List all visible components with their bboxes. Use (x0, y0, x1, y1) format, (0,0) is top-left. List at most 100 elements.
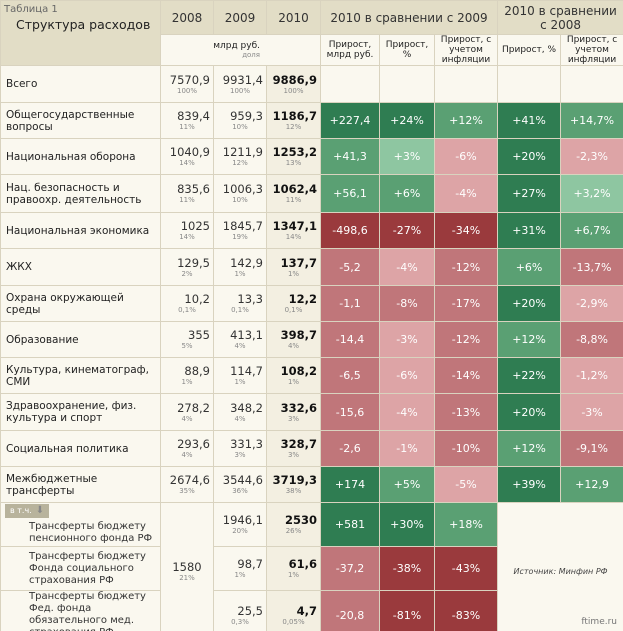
value-2008-number: 10,2 (184, 292, 210, 306)
value-2010: 1253,2 13% (266, 138, 321, 175)
share-2009: 0,1% (231, 306, 249, 314)
value-2009-number: 1845,7 (222, 219, 263, 233)
share-2010: 13% (285, 159, 302, 167)
value-2009-number: 1006,3 (222, 182, 263, 196)
change-cell (320, 65, 380, 103)
sub-row: в т.ч. ⬇ Трансферты бюджету пенсионного фо… (0, 502, 623, 631)
value-2009-number: 114,7 (230, 364, 263, 378)
change-cell: -5,2 (320, 248, 380, 286)
change-cell: -2,6 (320, 430, 380, 467)
compare-2009-header: 2010 в сравнении с 2009 (319, 0, 499, 35)
change-cell: +174 (320, 466, 380, 503)
table-row: Национальная экономика 1025 14% 1845,7 19% 13… (0, 212, 623, 249)
value-2010: 332,6 3% (266, 393, 321, 431)
value-2008: 10,2 0,1% (160, 285, 214, 322)
value-2008: 839,4 11% (160, 102, 214, 139)
share-2010: 14% (285, 233, 302, 241)
value-2009: 114,7 1% (213, 357, 267, 394)
row-label: Нац. безопасность и правоохр. деятельнос… (0, 174, 161, 213)
change-cell: -13,7% (560, 248, 623, 286)
value-2010-number: 12,2 (288, 292, 317, 306)
value-2010: 3719,3 38% (266, 466, 321, 503)
change-cell: -2,3% (560, 138, 623, 175)
change-cell: -17% (433, 285, 499, 322)
change-cell: -8% (379, 285, 435, 322)
share-2010: 0,1% (284, 306, 303, 314)
row-label: Здравоохранение, физ. культура и спорт (0, 393, 161, 431)
change-cell: +3% (379, 138, 435, 175)
share-2008: 1% (181, 378, 193, 386)
value-2009-number: 9931,4 (222, 72, 263, 87)
share-2008: 35% (179, 487, 195, 495)
value-2009-number: 331,3 (230, 437, 263, 451)
change-cell: +12% (433, 102, 499, 139)
value-2009: 348,2 4% (213, 393, 267, 431)
share-2010: 3% (287, 451, 300, 459)
change-cell: -6% (379, 357, 435, 394)
share-2008: 14% (179, 233, 195, 241)
value-2008-number: 1580 (172, 559, 202, 574)
change-cell: -27% (379, 212, 435, 249)
year-2008-header: 2008 (160, 0, 214, 35)
value-2010: 1186,7 12% (266, 102, 321, 139)
table-row: Здравоохранение, физ. культура и спорт 27… (0, 393, 623, 431)
share-2009: 0,3% (231, 617, 249, 626)
change-cell: -83% (433, 590, 499, 631)
share-2009: 4% (234, 414, 246, 423)
row-label: Социальная политика (0, 430, 161, 467)
value-2009-number: 25,5 (237, 603, 263, 618)
row-label: Всего (0, 65, 161, 103)
share-2009: 10% (232, 196, 248, 204)
change-cell: -6% (433, 138, 499, 175)
change-cell: -34% (433, 212, 499, 249)
value-2010-number: 328,7 (280, 437, 317, 451)
value-2010-number: 108,2 (280, 364, 317, 378)
value-2008-number: 129,5 (177, 255, 210, 270)
sub-row-label: Трансферты бюджету пенсионного фонда РФ (29, 521, 153, 544)
table-row: Образование 355 5% 413,1 4% 398,7 4% -14,4 -3% -1… (0, 321, 623, 358)
change-cell: +12% (497, 321, 562, 358)
share-2009: 10% (232, 123, 248, 131)
share-label: доля (242, 51, 260, 59)
table-row: Национальная оборона 1040,9 14% 1211,9 12% 12… (0, 138, 623, 175)
share-2010: 38% (285, 487, 302, 495)
change-cell: -4% (379, 393, 435, 431)
value-2009-number: 98,7 (237, 557, 263, 571)
value-2009: 959,3 10% (213, 102, 267, 139)
change-cell: -5% (433, 466, 499, 503)
change-cell: +22% (497, 357, 562, 394)
change-cell: +12,9 (560, 466, 623, 503)
change-cell (379, 65, 435, 103)
share-2008: 100% (176, 86, 197, 95)
row-label: Общегосударственные вопросы (0, 102, 161, 139)
value-2009-number: 142,9 (230, 255, 263, 270)
share-2008: 4% (181, 414, 193, 423)
change-cell: -2,9% (560, 285, 623, 322)
change-cell: +12% (497, 430, 562, 467)
change-cell (497, 65, 562, 103)
change-cell: +3,2% (560, 174, 623, 213)
share-2010: 1% (287, 269, 300, 278)
change-cell: -4% (433, 174, 499, 213)
share-2008: 5% (181, 342, 193, 350)
share-2008: 4% (181, 451, 193, 459)
value-2008: 1040,9 14% (160, 138, 214, 175)
value-2008-number: 278,2 (177, 400, 210, 415)
share-2009: 36% (232, 487, 248, 495)
share-2008: 2% (181, 269, 193, 278)
share-2010: 26% (285, 527, 302, 535)
share-2009: 20% (232, 527, 248, 535)
value-2010-number: 137,7 (280, 255, 317, 270)
value-2010: 137,7 1% (266, 248, 321, 286)
share-2009: 19% (232, 233, 248, 241)
change-cell: +6% (497, 248, 562, 286)
share-2008: 21% (179, 573, 195, 582)
value-2008-number: 835,6 (177, 182, 210, 196)
row-label: Межбюджетные трансферты (0, 466, 161, 503)
metric-header-pct-2009: Прирост, % (379, 34, 435, 66)
share-2009: 1% (234, 378, 246, 386)
sub-row-label-cell: Трансферты бюджету Фед. фонда обязательн… (0, 590, 161, 631)
value-2009: 142,9 1% (213, 248, 267, 286)
value-2009: 1946,1 20% (213, 502, 267, 547)
value-2010-number: 1062,4 (272, 182, 317, 196)
